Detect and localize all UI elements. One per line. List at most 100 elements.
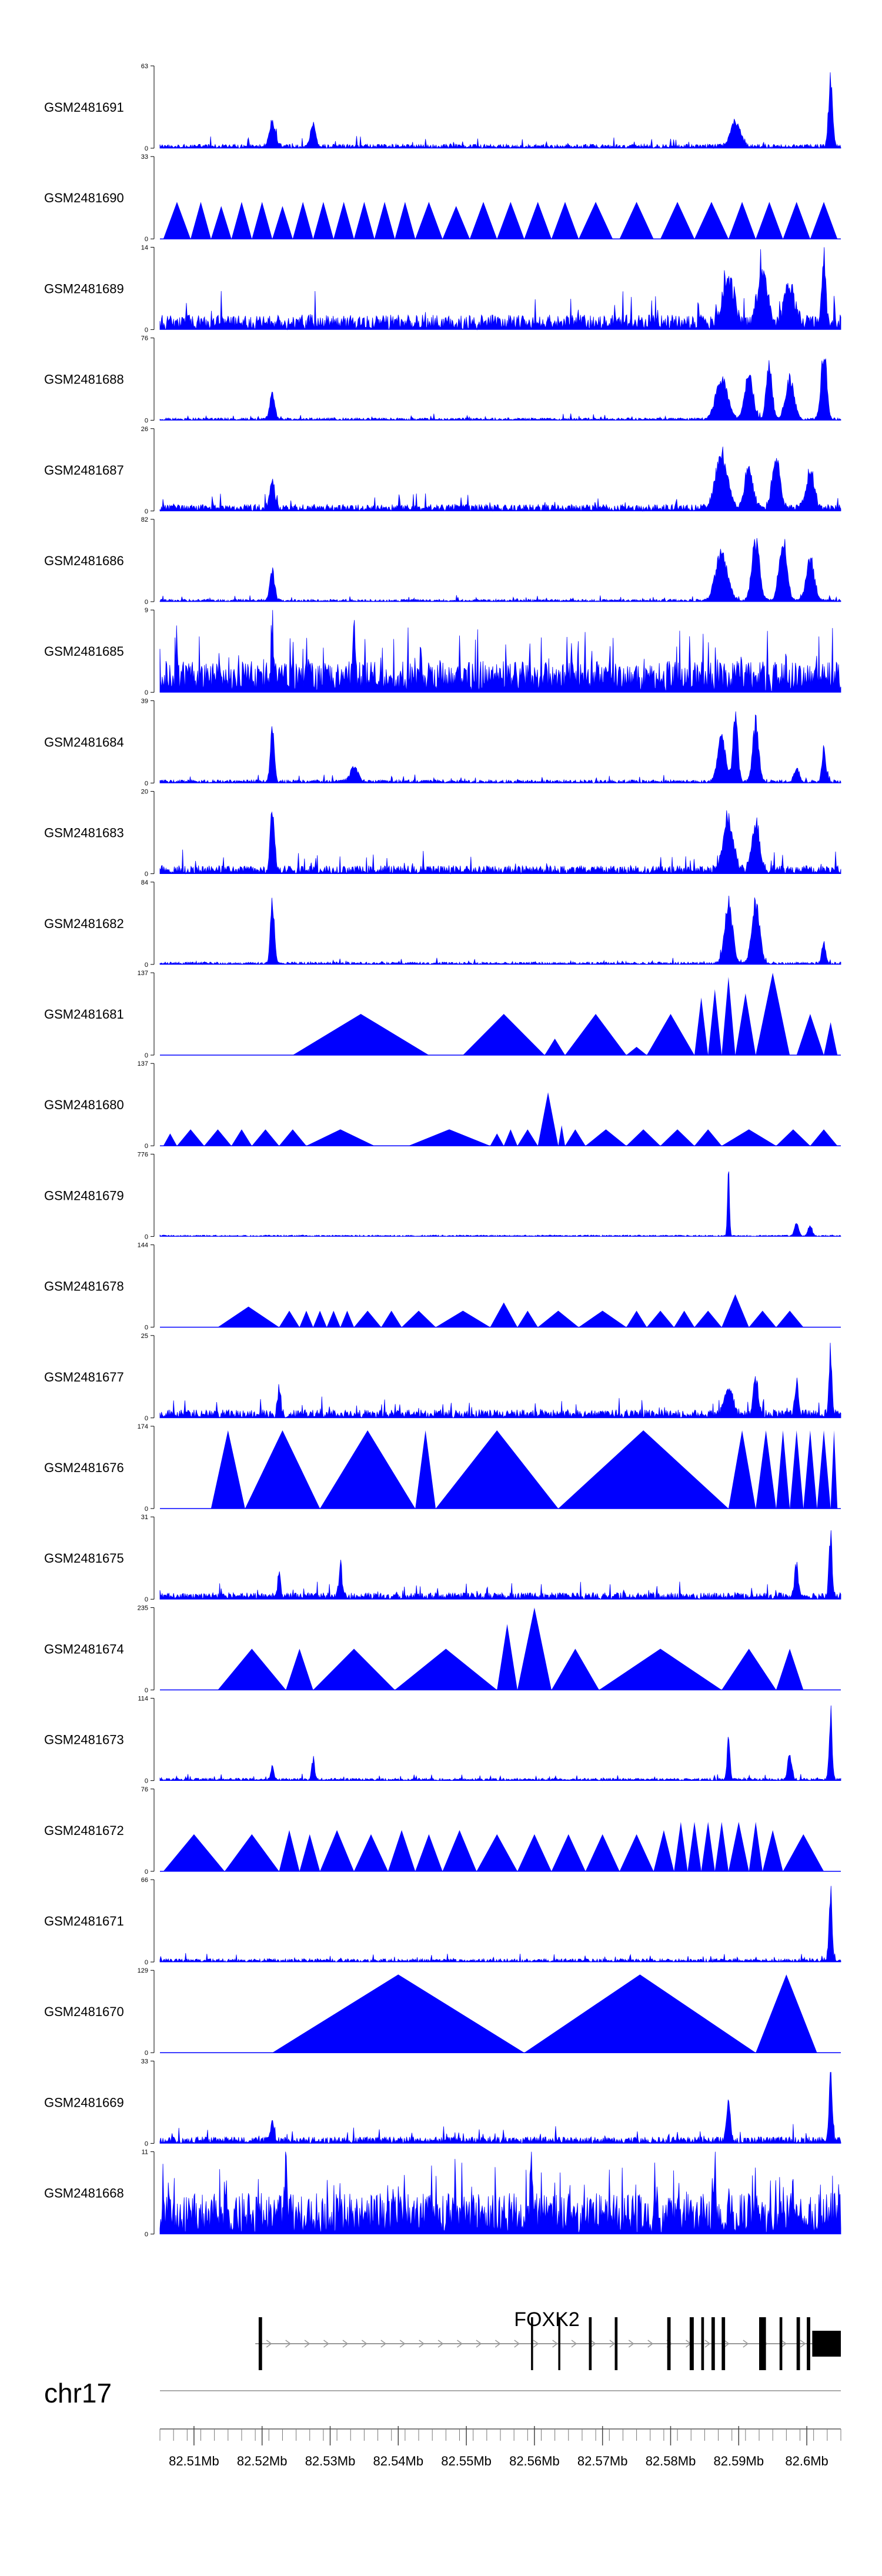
y-max-label: 33 — [141, 154, 148, 161]
coverage-triangle — [381, 1310, 402, 1327]
coverage-triangle — [619, 1834, 654, 1871]
coverage-triangle — [537, 1310, 579, 1327]
gene-exon — [701, 2317, 704, 2370]
coverage-triangle — [565, 1014, 627, 1055]
strand-chevron — [399, 2340, 406, 2348]
coverage-triangle — [387, 1830, 416, 1871]
y-zero-label: 0 — [145, 1959, 148, 1966]
coverage-triangle — [619, 202, 654, 239]
gene-exon — [711, 2317, 715, 2370]
coverage-triangle — [463, 1014, 545, 1055]
coverage-triangle — [694, 997, 709, 1055]
y-zero-label: 0 — [145, 2231, 148, 2238]
track-label: GSM2481685 — [44, 644, 124, 659]
coverage-triangle — [354, 202, 375, 239]
y-max-label: 26 — [141, 426, 148, 433]
coverage-triangle — [776, 1430, 790, 1509]
track-label: GSM2481669 — [44, 2095, 124, 2110]
coverage-triangle — [551, 1649, 599, 1690]
coverage-triangle — [163, 1834, 225, 1871]
coverage-triangle — [544, 1039, 566, 1055]
coverage-triangle — [333, 202, 355, 239]
y-max-label: 114 — [138, 1696, 148, 1703]
coverage-triangle — [783, 1834, 824, 1871]
coverage-triangle — [340, 1310, 355, 1327]
coverage-triangle — [721, 977, 736, 1055]
track-GSM2481690: GSM2481690 33 0 — [44, 154, 841, 243]
y-zero-label: 0 — [145, 236, 148, 243]
y-zero-label: 0 — [145, 780, 148, 787]
coverage-triangle — [551, 202, 579, 239]
y-zero-label: 0 — [145, 508, 148, 515]
y-zero-label: 0 — [145, 1324, 148, 1332]
y-max-label: 33 — [141, 2058, 148, 2065]
y-zero-label: 0 — [145, 1143, 148, 1150]
track-label: GSM2481689 — [44, 281, 124, 296]
coverage-triangle — [163, 202, 191, 239]
coverage-triangle — [313, 1310, 327, 1327]
coverage-area — [159, 1886, 841, 1963]
y-max-label: 66 — [141, 1877, 148, 1884]
coverage-area — [159, 895, 841, 966]
coverage-triangle — [211, 1430, 245, 1509]
coverage-triangle — [783, 202, 810, 239]
coverage-triangle — [218, 1306, 279, 1327]
gene-exon — [558, 2317, 560, 2370]
track-GSM2481684: GSM2481684 39 0 — [44, 698, 841, 787]
track-GSM2481680: GSM2481680 137 0 — [44, 1060, 841, 1150]
track-label: GSM2481690 — [44, 191, 124, 205]
coverage-area — [159, 2072, 841, 2144]
axis-tick-label: 82.56Mb — [509, 2454, 560, 2468]
coverage-triangle — [714, 1821, 729, 1871]
track-label: GSM2481676 — [44, 1460, 124, 1475]
strand-chevron — [514, 2340, 520, 2348]
coverage-triangle — [824, 1022, 838, 1055]
strand-chevron — [323, 2340, 329, 2348]
y-zero-label: 0 — [145, 1233, 148, 1240]
coverage-triangle — [306, 1129, 375, 1146]
y-zero-label: 0 — [145, 1506, 148, 1513]
coverage-triangle — [279, 1830, 300, 1871]
coverage-triangle — [490, 1302, 517, 1327]
coverage-triangle — [395, 1649, 497, 1690]
coverage-triangle — [517, 1129, 538, 1146]
y-max-label: 144 — [138, 1242, 148, 1249]
gene-exon — [589, 2317, 592, 2370]
coverage-triangle — [252, 1129, 279, 1146]
coverage-triangle — [313, 202, 334, 239]
coverage-triangle — [415, 1430, 436, 1509]
strand-chevron — [800, 2340, 806, 2348]
y-max-label: 31 — [141, 1514, 148, 1521]
coverage-triangle — [435, 1310, 490, 1327]
track-GSM2481678: GSM2481678 144 0 — [44, 1242, 841, 1332]
track-label: GSM2481683 — [44, 826, 124, 840]
y-max-label: 82 — [141, 516, 148, 523]
strand-chevron — [724, 2340, 730, 2348]
axis-tick-label: 82.51Mb — [169, 2454, 219, 2468]
coverage-triangle — [776, 1310, 804, 1327]
coverage-triangle — [408, 1129, 490, 1146]
track-GSM2481679: GSM2481679 776 0 — [44, 1151, 841, 1240]
axis-tick-label: 82.54Mb — [373, 2454, 423, 2468]
coverage-triangle — [694, 202, 729, 239]
coverage-triangle — [721, 1649, 776, 1690]
strand-chevron — [342, 2340, 349, 2348]
coverage-area — [159, 72, 841, 149]
coverage-triangle — [469, 202, 497, 239]
coverage-triangle — [585, 1834, 620, 1871]
y-zero-label: 0 — [145, 1596, 148, 1603]
coverage-triangle — [320, 1430, 416, 1509]
coverage-triangle — [558, 1125, 566, 1146]
track-label: GSM2481673 — [44, 1733, 124, 1747]
coverage-triangle — [728, 1821, 749, 1871]
gene-exon — [721, 2317, 726, 2370]
coverage-tracks: GSM2481691630GSM2481690330GSM2481689140G… — [44, 63, 841, 2238]
coverage-triangle — [579, 202, 613, 239]
chromosome-label: chr17 — [44, 2378, 112, 2408]
y-zero-label: 0 — [145, 1868, 148, 1876]
coverage-triangle — [701, 1821, 715, 1871]
gene-exon — [531, 2317, 533, 2370]
coverage-triangle — [728, 1430, 756, 1509]
y-zero-label: 0 — [145, 2050, 148, 2057]
coverage-triangle — [497, 1624, 517, 1690]
